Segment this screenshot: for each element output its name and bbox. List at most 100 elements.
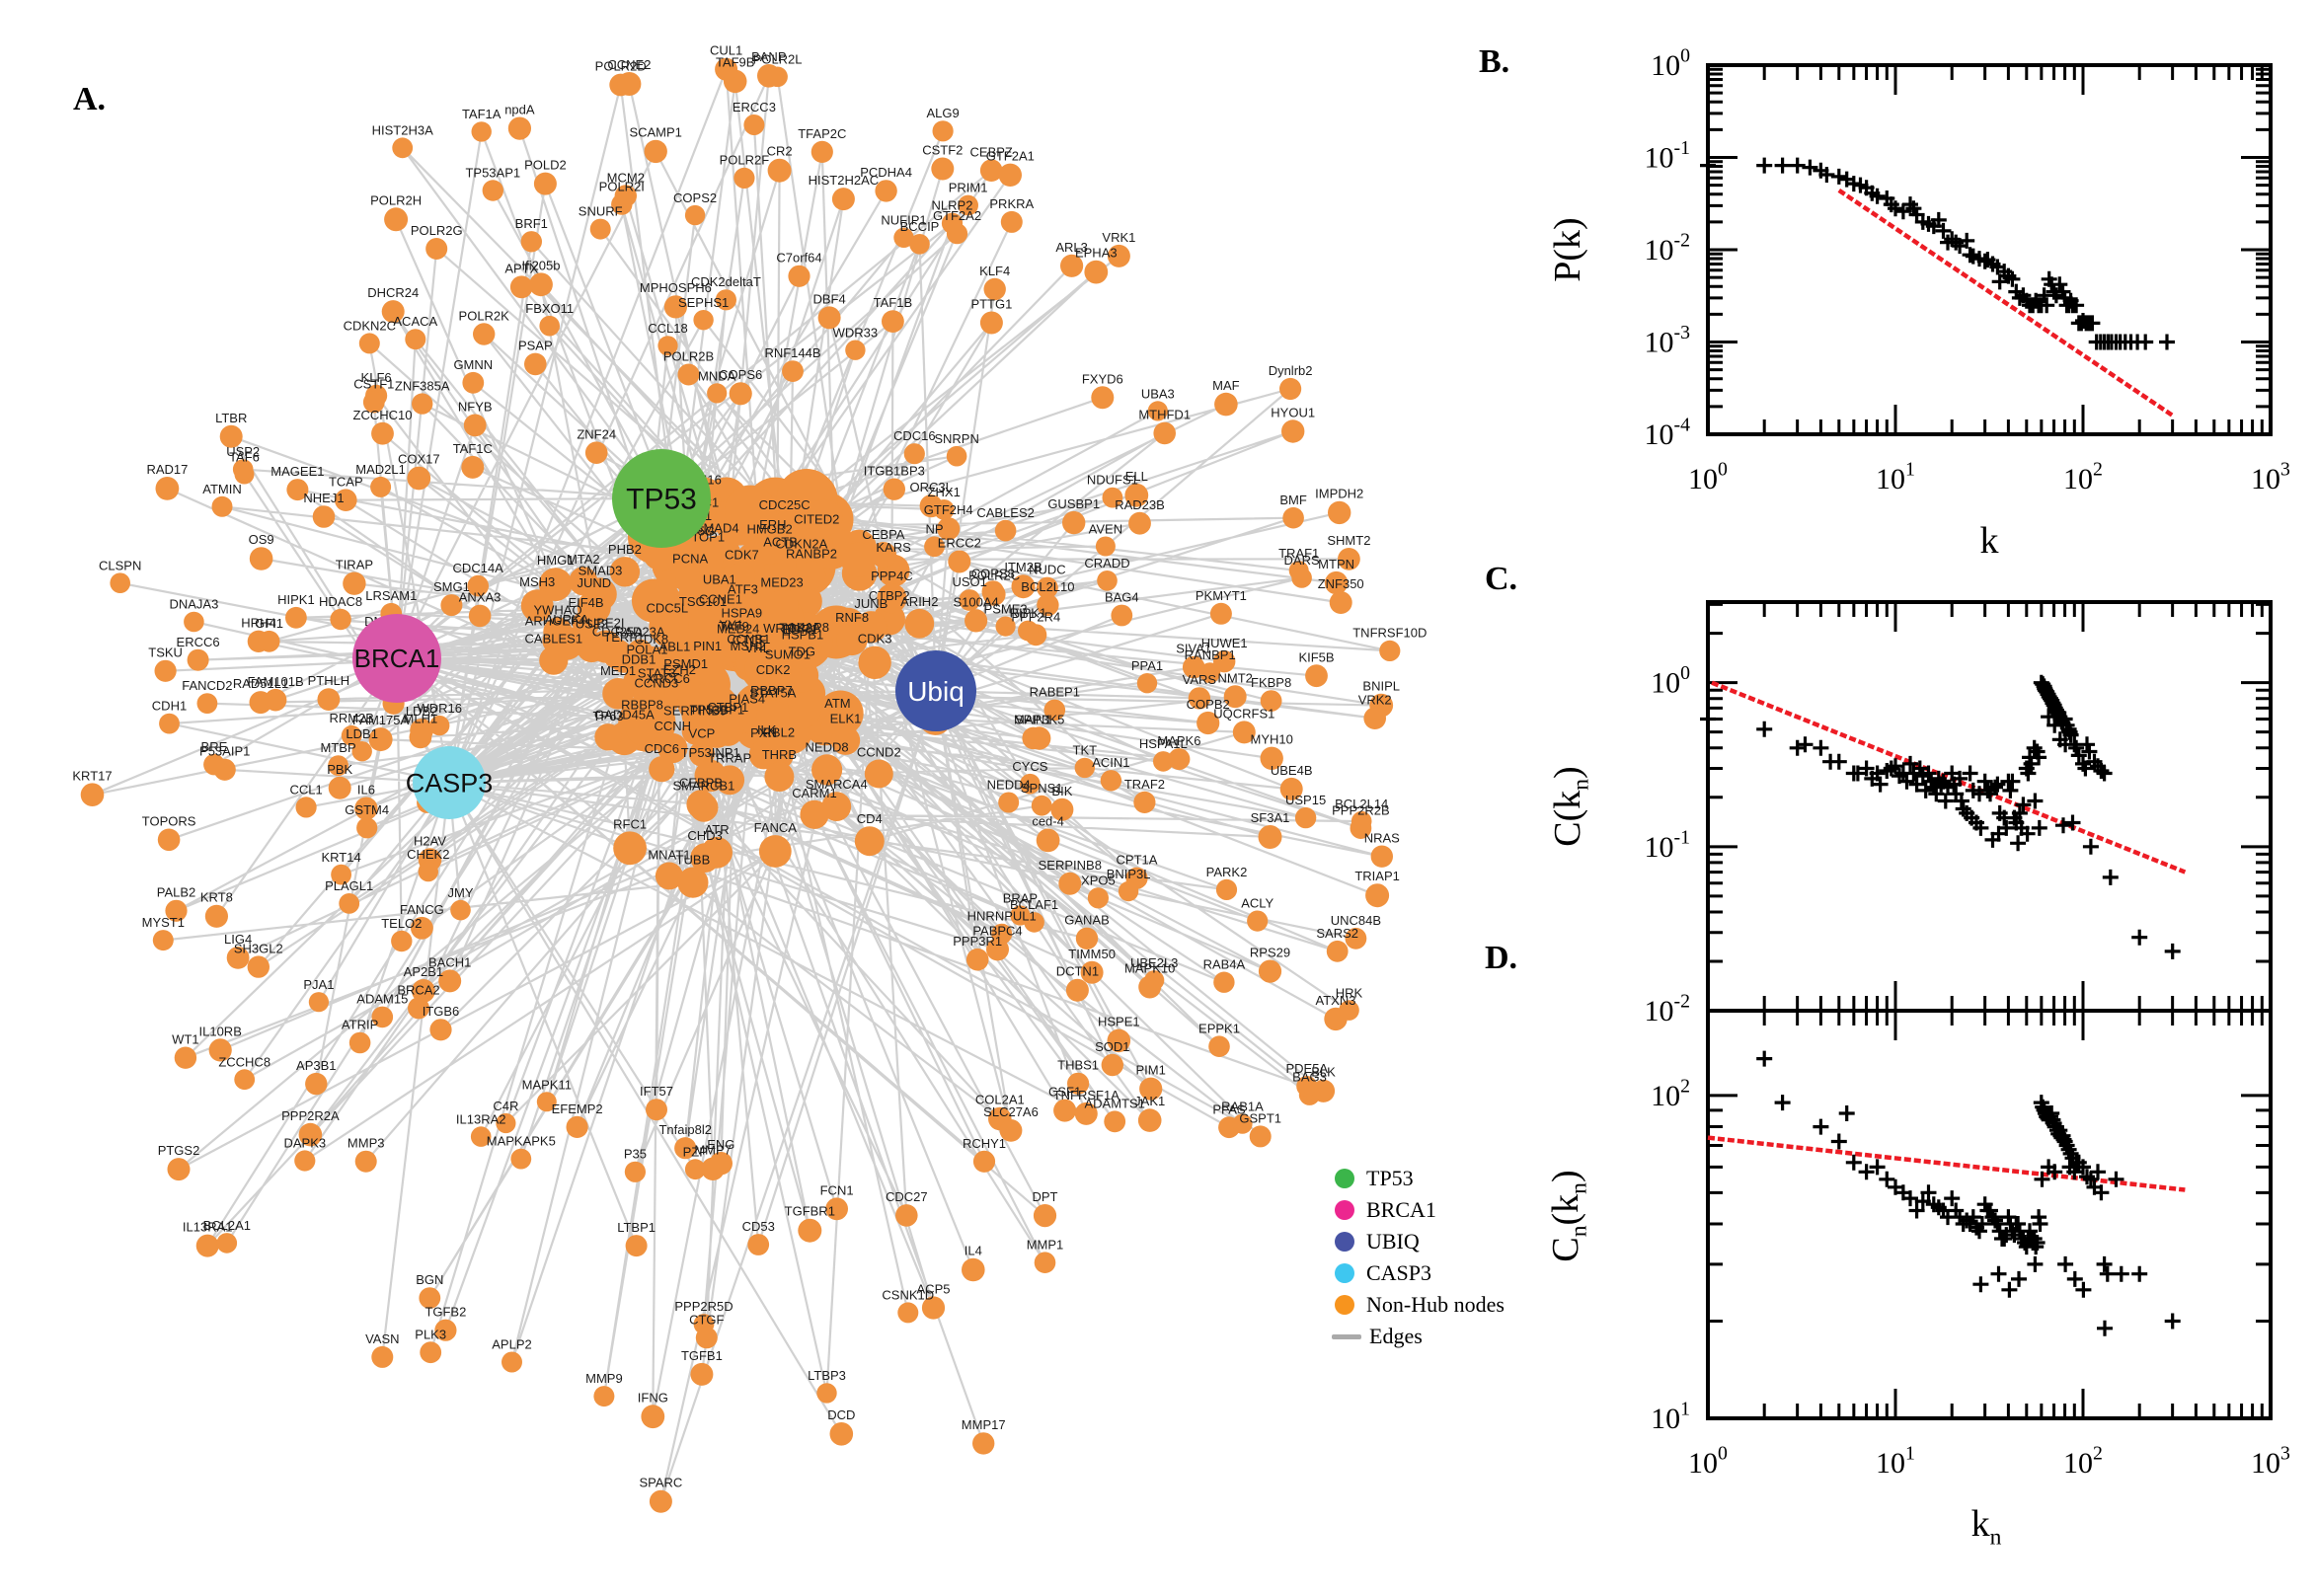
network-node — [800, 799, 829, 829]
network-node — [184, 611, 204, 633]
network-node-label: VRK2 — [1358, 692, 1392, 707]
network-node-label: HSPE1 — [1098, 1015, 1140, 1029]
network-node-label: XPO5 — [1081, 873, 1116, 887]
network-node — [412, 979, 435, 1003]
network-node-label: YWHAQ — [533, 602, 581, 617]
network-node — [1324, 570, 1349, 595]
network-node — [845, 340, 866, 360]
network-node — [712, 715, 744, 746]
network-node — [1138, 975, 1162, 999]
network-node-label: DNAJA3 — [169, 597, 218, 612]
axis-tick-label: 102 — [2063, 1443, 2103, 1481]
network-node — [1213, 650, 1236, 673]
network-node-label: MAPK11 — [522, 1077, 572, 1092]
network-node-label: POLA1 — [626, 642, 667, 656]
network-node — [339, 893, 360, 914]
network-node-label: MLH1 — [404, 712, 438, 726]
network-node — [471, 121, 492, 142]
network-node — [1034, 1252, 1056, 1273]
network-node-label: POLR2D — [595, 59, 647, 74]
network-node — [948, 550, 971, 573]
network-node-label: CABLES2 — [976, 505, 1035, 520]
network-node — [694, 759, 727, 793]
network-node-label: PALB2 — [157, 885, 196, 900]
network-node — [688, 608, 719, 640]
network-node-label: MYST1 — [142, 915, 185, 930]
network-node-label: RABEP1 — [1030, 685, 1080, 700]
network-node-label: H2AV — [414, 833, 446, 848]
network-node-label: TGFB1 — [681, 1348, 723, 1363]
network-node — [727, 596, 759, 629]
network-node — [1232, 1113, 1253, 1134]
network-node-label: SHMT2 — [1327, 533, 1370, 548]
network-node-label: PPP2R5D — [674, 1299, 733, 1314]
network-node-label: DAPK3 — [283, 1135, 326, 1150]
network-node-label: IL13RA1 — [183, 1220, 233, 1235]
panel-label-a: A. — [73, 81, 107, 117]
network-node — [110, 572, 130, 593]
network-node-label: HRH4 — [241, 616, 275, 631]
network-node — [965, 609, 988, 633]
network-node-label: GANAB — [1064, 913, 1110, 928]
axis-tick-label: 103 — [2251, 459, 2290, 496]
network-node-label: SH3GL2 — [234, 941, 283, 955]
network-node — [473, 323, 496, 345]
network-node-label: CEBPA — [862, 527, 904, 542]
network-node — [425, 238, 448, 260]
network-node-label: BCL2A1 — [203, 1218, 251, 1233]
network-node — [972, 1432, 995, 1455]
network-node-label: GADD45A — [594, 708, 655, 722]
axis-tick-label: 10-1 — [1645, 137, 1690, 175]
network-node — [933, 499, 955, 520]
network-node — [693, 310, 714, 331]
network-node — [1058, 872, 1082, 895]
network-node — [931, 157, 955, 181]
network-node — [999, 1119, 1023, 1142]
network-node — [1232, 721, 1256, 744]
network-node-label: GTF2A1 — [986, 149, 1035, 164]
network-node-label: RAD17 — [146, 462, 188, 477]
network-node — [155, 477, 180, 500]
network-node — [701, 836, 733, 869]
network-node — [1065, 978, 1089, 1002]
network-node — [681, 718, 709, 745]
network-node — [1258, 825, 1282, 849]
network-node — [294, 1150, 316, 1172]
network-node-label: APLP2 — [492, 1337, 531, 1352]
network-node — [407, 466, 431, 491]
network-node — [1188, 687, 1211, 710]
axis-tick-label: 100 — [1651, 45, 1690, 83]
network-node — [747, 1234, 770, 1255]
network-node-label: SMG1 — [433, 579, 470, 594]
network-node-label: ELK1 — [830, 712, 862, 726]
network-node — [589, 218, 611, 240]
network-node-label: P53AIP1 — [199, 744, 250, 759]
network-node — [195, 1234, 219, 1257]
network-node-label: APTX — [504, 261, 538, 275]
network-node — [305, 1072, 328, 1096]
network-node — [286, 479, 309, 501]
network-node — [921, 1296, 946, 1320]
network-node-label: BRF1 — [515, 216, 548, 231]
network-node-label: XRCC6 — [647, 671, 690, 686]
network-node-label: DARS — [1284, 553, 1320, 568]
network-node-label: LIG4 — [224, 932, 252, 947]
network-node-label: PZP — [683, 1144, 708, 1159]
hub-node-label: CASP3 — [406, 768, 494, 798]
network-node-label: USP15 — [1285, 793, 1326, 807]
network-node-label: MMP9 — [585, 1371, 623, 1386]
network-node-label: ABL1 — [659, 640, 691, 654]
network-node-label: TOPORS — [142, 814, 196, 829]
network-node-label: CSTF2 — [922, 143, 963, 158]
network-node — [584, 441, 608, 465]
network-node-label: EZH2 — [663, 662, 696, 677]
network-node — [893, 227, 914, 248]
network-node — [211, 495, 233, 517]
network-node — [821, 792, 852, 821]
network-node — [684, 204, 706, 226]
legend-node-swatch — [1335, 1295, 1354, 1315]
network-node — [765, 589, 799, 624]
network-node — [962, 1257, 985, 1282]
network-node — [1260, 746, 1283, 770]
network-node-label: TFAP2C — [798, 126, 846, 141]
